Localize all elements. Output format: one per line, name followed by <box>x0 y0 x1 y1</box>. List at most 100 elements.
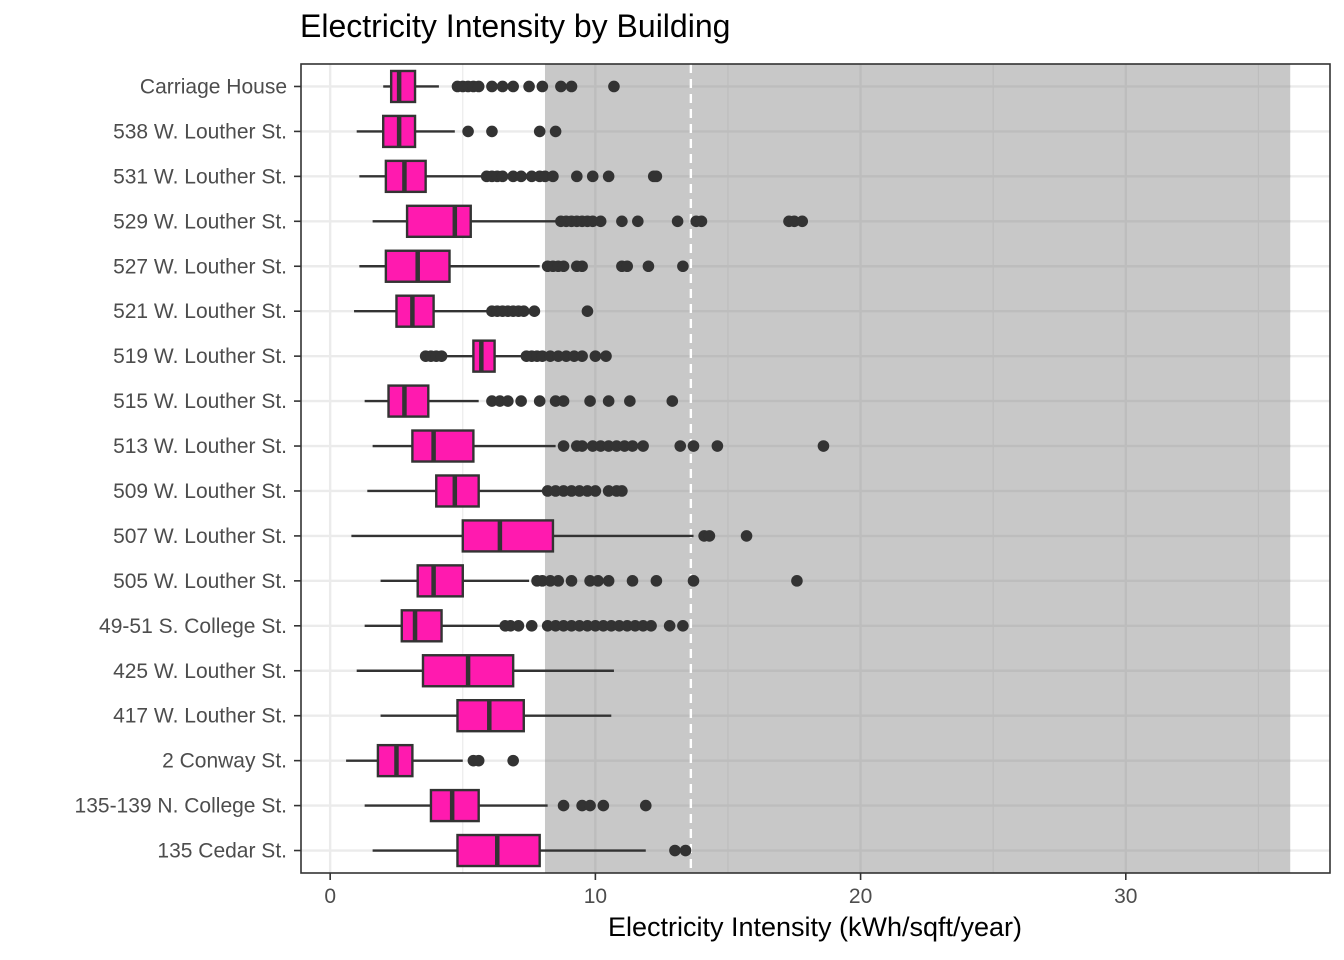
x-tick-label: 20 <box>849 885 872 908</box>
outlier-point <box>602 170 615 183</box>
outlier-point <box>600 350 612 362</box>
outlier-point <box>462 125 474 138</box>
outlier-point <box>703 530 716 542</box>
outlier-point <box>605 620 618 632</box>
shaded-region <box>544 64 1291 873</box>
outlier-point <box>711 440 724 452</box>
box-6 <box>419 339 612 373</box>
box-iqr <box>389 69 417 104</box>
box-iqr <box>387 384 430 418</box>
panel-border <box>300 63 1331 874</box>
outlier-point <box>568 350 580 362</box>
outlier-point <box>687 440 700 452</box>
outlier-point <box>541 485 554 497</box>
outlier-point <box>525 620 538 632</box>
outlier-point <box>581 485 594 497</box>
outlier-point <box>669 844 681 857</box>
y-tick-label: 135 Cedar St. <box>157 840 287 863</box>
outlier-point <box>565 620 578 632</box>
outlier-point <box>642 260 655 273</box>
outlier-point <box>629 620 641 632</box>
outlier-point <box>791 575 803 587</box>
outlier-point <box>740 530 753 542</box>
outlier-point <box>621 260 634 273</box>
box-iqr <box>405 204 472 239</box>
outlier-point <box>533 125 546 138</box>
outlier-point <box>544 575 557 587</box>
outlier-point <box>602 395 615 407</box>
outlier-point <box>512 620 525 632</box>
outlier-point <box>584 575 596 587</box>
outlier-point <box>677 620 689 632</box>
outlier-point <box>674 440 687 452</box>
y-tick-label: 505 W. Louther St. <box>113 570 287 593</box>
box-iqr <box>416 564 464 598</box>
outlier-point <box>549 395 562 407</box>
y-tick-label: 2 Conway St. <box>162 750 287 773</box>
outlier-point <box>616 215 628 228</box>
outlier-point <box>515 395 527 407</box>
outlier-point <box>557 620 570 632</box>
outlier-point <box>613 620 626 632</box>
outlier-point <box>504 620 517 632</box>
outlier-point <box>589 485 602 497</box>
outlier-point <box>536 575 549 587</box>
outlier-point <box>536 80 549 93</box>
box-iqr <box>395 294 435 328</box>
x-tick-label: 10 <box>584 885 607 908</box>
outlier-point <box>586 215 599 228</box>
outlier-point <box>796 215 809 228</box>
outlier-point <box>523 80 535 93</box>
y-tick-label: 529 W. Louther St. <box>113 210 287 233</box>
y-tick-label: 531 W. Louther St. <box>113 165 287 188</box>
y-tick-label: 507 W. Louther St. <box>113 525 287 548</box>
box-9 <box>367 474 628 508</box>
outlier-point <box>581 620 594 632</box>
outlier-point <box>541 620 554 632</box>
box-iqr <box>411 429 475 463</box>
outlier-point <box>592 575 604 587</box>
outlier-point <box>486 125 498 138</box>
outlier-point <box>679 844 692 857</box>
outlier-point <box>602 575 615 587</box>
outlier-point <box>565 80 578 93</box>
y-tick-label: 513 W. Louther St. <box>113 435 287 458</box>
y-tick-label: Carriage House <box>140 75 287 98</box>
outlier-point <box>576 799 588 812</box>
y-tick-label: 509 W. Louther St. <box>113 480 287 503</box>
outlier-point <box>552 350 565 362</box>
outlier-point <box>533 395 546 407</box>
outlier-point <box>486 395 498 407</box>
box-iqr <box>400 609 443 643</box>
outlier-point <box>496 170 509 183</box>
outlier-point <box>507 80 519 93</box>
outlier-point <box>584 799 596 812</box>
outlier-point <box>666 395 679 407</box>
box-1 <box>356 114 562 149</box>
outlier-point <box>557 395 570 407</box>
outlier-point <box>788 215 801 228</box>
outlier-point <box>571 170 583 183</box>
outlier-point <box>502 395 514 407</box>
outlier-point <box>671 215 684 228</box>
outlier-point <box>565 575 578 587</box>
outlier-point <box>573 485 586 497</box>
outlier-point <box>602 485 615 497</box>
box-4 <box>359 249 689 283</box>
box-2 <box>359 159 663 194</box>
y-tick-label: 521 W. Louther St. <box>113 300 287 323</box>
outlier-point <box>573 620 586 632</box>
outlier-point <box>515 170 527 183</box>
y-tick-label: 527 W. Louther St. <box>113 255 287 278</box>
outlier-point <box>472 80 485 93</box>
y-tick-label: 519 W. Louther St. <box>113 345 287 368</box>
outlier-point <box>549 485 562 497</box>
box-11 <box>380 564 803 598</box>
outlier-point <box>528 305 541 317</box>
box-3 <box>372 204 809 239</box>
outlier-point <box>507 170 519 183</box>
box-12 <box>364 609 689 643</box>
box-16 <box>364 788 652 823</box>
outlier-point <box>632 215 644 228</box>
outlier-point <box>663 620 676 632</box>
